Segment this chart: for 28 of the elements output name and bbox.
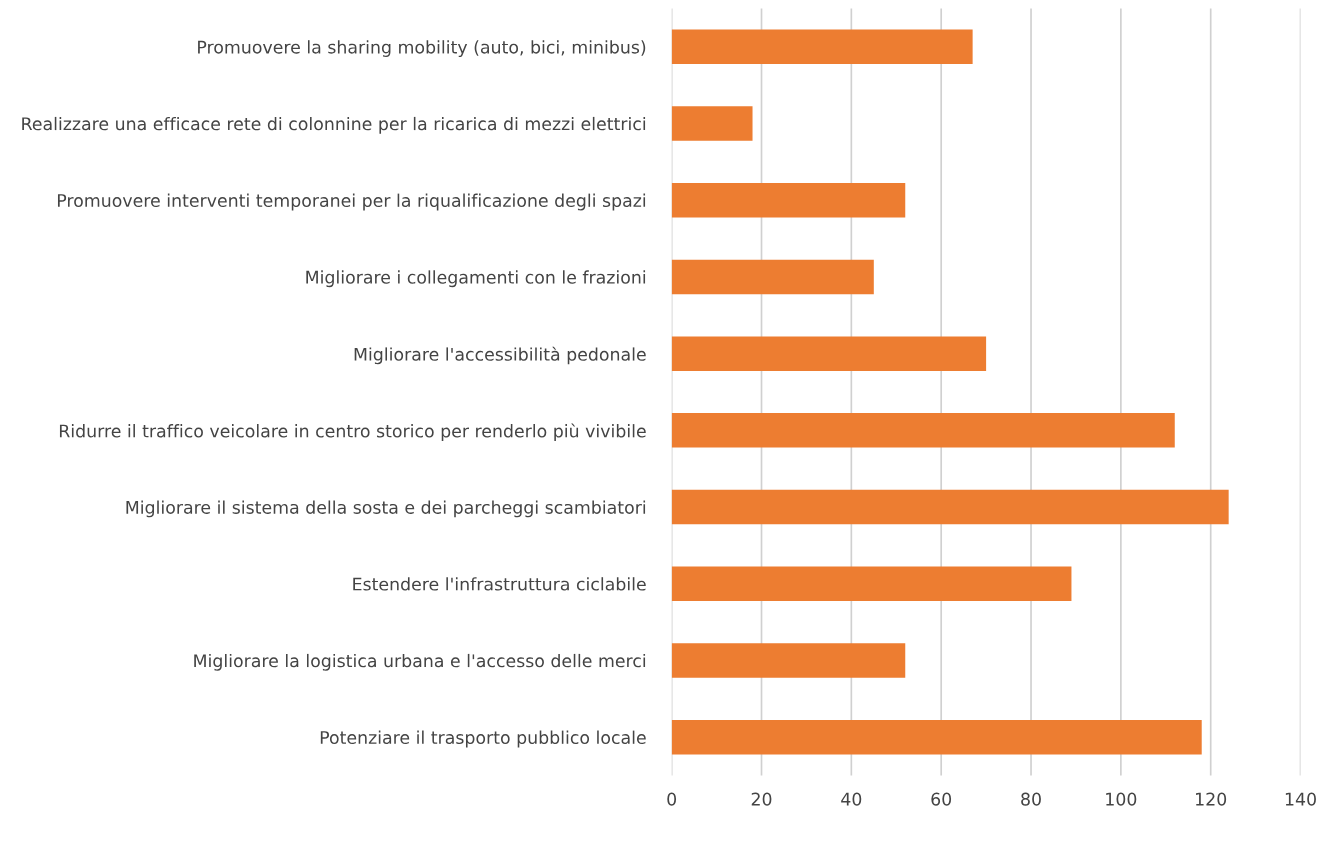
x-tick-label: 20 (751, 792, 772, 806)
y-tick-label: Ridurre il traffico veicolare in centro storico per renderlo più vivibile (59, 423, 646, 441)
y-tick-label: Estendere l'infrastruttura ciclabile (353, 577, 646, 591)
x-tick-label: 120 (1196, 792, 1227, 806)
bar (671, 566, 1072, 602)
x-tick-label: 0 (667, 792, 677, 806)
x-tick-label: 80 (1021, 792, 1041, 806)
bar (671, 719, 1202, 755)
bar (671, 413, 1175, 448)
y-tick-label: Promuovere interventi temporanei per la riqualificazione degli spazi (57, 193, 646, 211)
x-tick-label: 60 (931, 792, 952, 806)
y-tick-label: Potenziare il trasporto pubblico locale (320, 730, 646, 748)
x-tick-label: 100 (1106, 792, 1137, 806)
y-tick-label: Migliorare i collegamenti con le frazioni (306, 270, 646, 288)
bar (671, 29, 973, 65)
bar (671, 106, 753, 141)
bar (671, 182, 906, 218)
bar (671, 643, 906, 678)
y-tick-label: Realizzare una efficace rete di colonnine per la ricarica di mezzi elettrici (22, 116, 646, 134)
bar (671, 259, 874, 295)
y-tick-label: Promuovere la sharing mobility (auto, bici, minibus) (198, 40, 646, 57)
x-tick-label: 140 (1285, 792, 1316, 806)
y-tick-label: Migliorare l'accessibilità pedonale (354, 346, 646, 365)
y-tick-label: Migliorare il sistema della sosta e dei parcheggi scambiatori (126, 500, 646, 518)
x-tick-label: 40 (841, 792, 862, 806)
bar (671, 336, 987, 371)
bar (671, 489, 1229, 525)
y-tick-label: Migliorare la logistica urbana e l'accesso delle merci (194, 653, 646, 671)
